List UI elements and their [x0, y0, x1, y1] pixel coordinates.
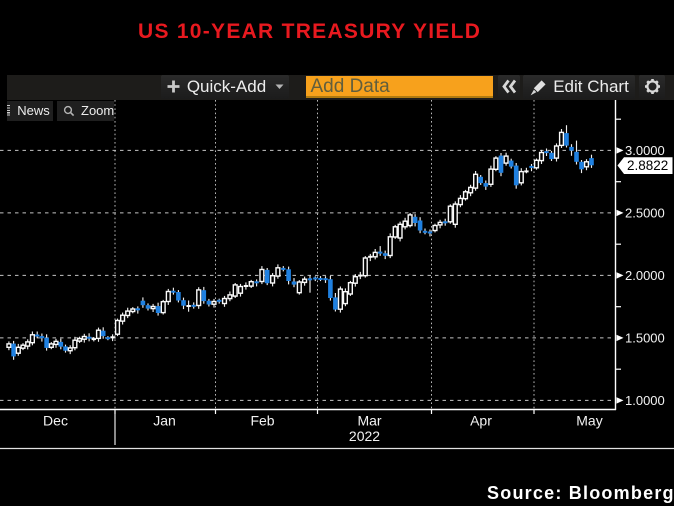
svg-text:1.5000: 1.5000: [625, 330, 665, 345]
svg-text:Apr: Apr: [470, 413, 492, 429]
svg-text:Mar: Mar: [357, 413, 381, 429]
svg-text:Dec: Dec: [43, 413, 68, 429]
svg-text:2.8822: 2.8822: [627, 158, 668, 173]
svg-text:2.0000: 2.0000: [625, 268, 665, 283]
svg-text:2022: 2022: [349, 428, 380, 444]
svg-text:Jan: Jan: [153, 413, 176, 429]
svg-text:3.0000: 3.0000: [625, 143, 665, 158]
svg-text:1.0000: 1.0000: [625, 393, 665, 408]
svg-text:Feb: Feb: [250, 413, 274, 429]
svg-text:2.5000: 2.5000: [625, 205, 665, 220]
svg-text:May: May: [576, 413, 602, 429]
